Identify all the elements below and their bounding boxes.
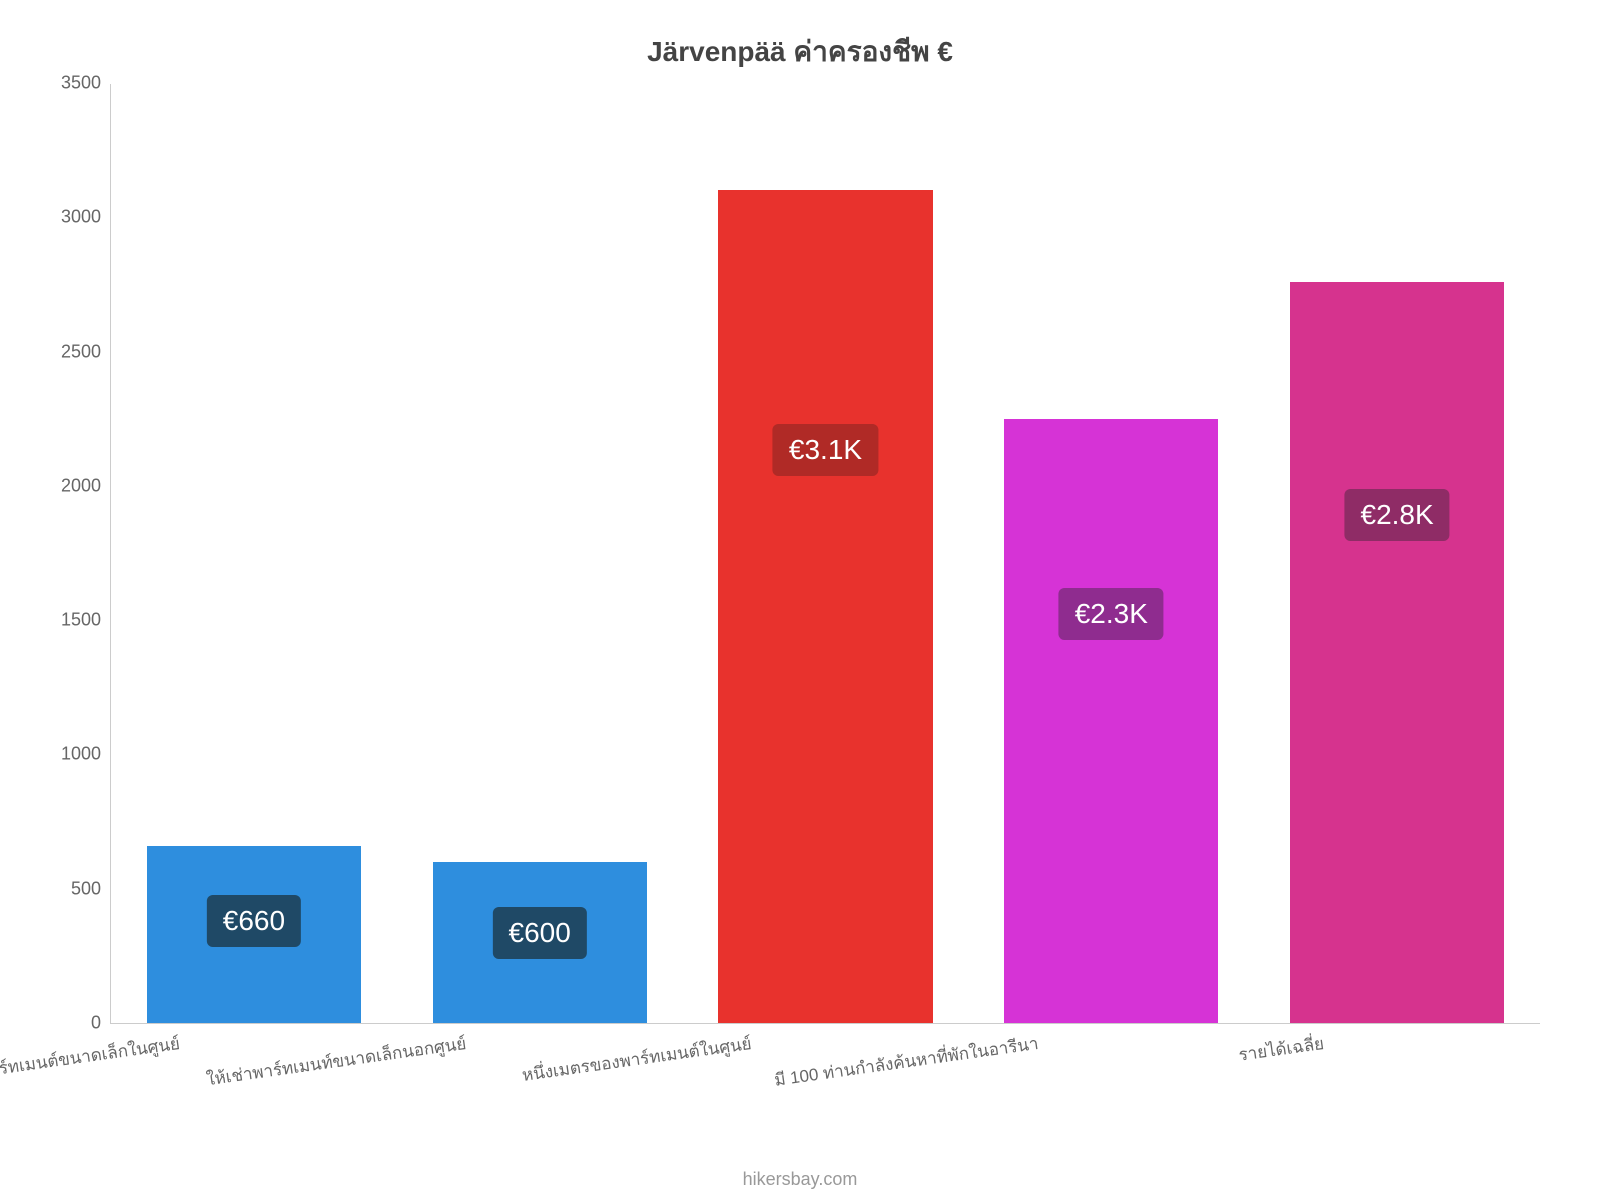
- x-axis-labels: ให้เช่าพาร์ทเมนต์ขนาดเล็กในศูนย์ให้เช่าพ…: [110, 1024, 1540, 1124]
- bars-layer: €660 €600 €3.1K €2.3K €2.8K: [111, 84, 1540, 1023]
- plot-area: €660€600€3.1K€2.3K€2.8K 0500100015002000…: [110, 84, 1540, 1024]
- grid-line: [111, 619, 1540, 620]
- bar-value-badge: €2.3K: [1059, 588, 1164, 640]
- grid-line: [111, 82, 1540, 83]
- chart-title: Järvenpää ค่าครองชีพ €: [40, 30, 1560, 74]
- x-tick-label: มี 100 ท่านกำลังค้นหาที่พักในอารีนา: [772, 1030, 1040, 1094]
- chart-container: Järvenpää ค่าครองชีพ € €660 €600 €3.1K €2.3…: [0, 0, 1600, 1200]
- y-tick-label: 2500: [61, 341, 111, 362]
- y-tick-label: 1000: [61, 744, 111, 765]
- bar-value-badge: €660: [207, 895, 301, 947]
- y-tick-label: 1500: [61, 610, 111, 631]
- grid-line: [111, 485, 1540, 486]
- x-tick-label: ให้เช่าพาร์ทเมนท์ขนาดเล็กนอกศูนย์: [204, 1030, 467, 1093]
- bar: €660: [147, 846, 361, 1023]
- bar-value-badge: €600: [493, 907, 587, 959]
- x-tick-label: หนึ่งเมตรของพาร์ทเมนต์ในศูนย์: [521, 1030, 754, 1089]
- grid-line: [111, 216, 1540, 217]
- y-tick-label: 500: [71, 878, 111, 899]
- grid-line: [111, 888, 1540, 889]
- y-tick-label: 3500: [61, 73, 111, 94]
- credits-text: hikersbay.com: [40, 1169, 1560, 1190]
- bar-value-badge: €2.8K: [1345, 489, 1450, 541]
- grid-line: [111, 1022, 1540, 1023]
- y-tick-label: 2000: [61, 475, 111, 496]
- bar: €2.3K: [1004, 419, 1218, 1023]
- y-tick-label: 0: [91, 1013, 111, 1034]
- bar: €2.8K: [1290, 282, 1504, 1023]
- x-tick-label: ให้เช่าพาร์ทเมนต์ขนาดเล็กในศูนย์: [0, 1030, 182, 1092]
- grid-line: [111, 351, 1540, 352]
- bar-value-badge: €3.1K: [773, 424, 878, 476]
- bar: €600: [433, 862, 647, 1023]
- y-tick-label: 3000: [61, 207, 111, 228]
- bar: €3.1K: [718, 190, 932, 1023]
- x-tick-label: รายได้เฉลี่ย: [1237, 1030, 1326, 1069]
- grid-line: [111, 753, 1540, 754]
